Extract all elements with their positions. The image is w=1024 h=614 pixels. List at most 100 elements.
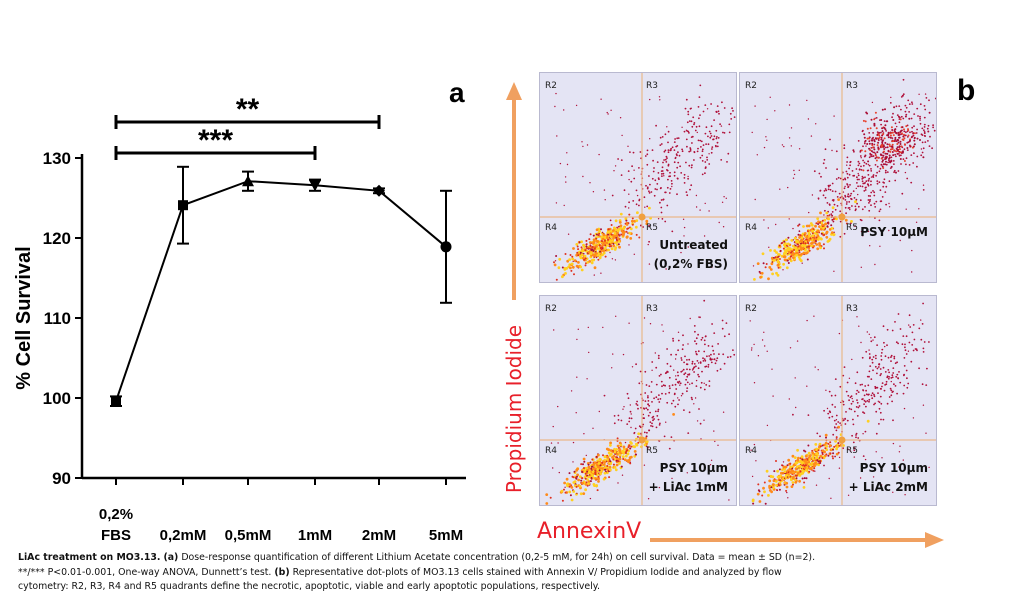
- cell-event-dot: [697, 362, 700, 364]
- quadrant-label-r5: R5: [846, 446, 858, 456]
- cell-event-dot: [765, 469, 769, 473]
- cell-event-dot: [904, 346, 906, 349]
- cell-event-dot: [618, 221, 622, 224]
- cell-event-dot: [627, 170, 630, 172]
- cell-event-dot: [873, 191, 876, 194]
- cell-event-dot: [829, 138, 831, 141]
- cell-event-dot: [892, 112, 894, 115]
- cell-event-dot: [778, 468, 781, 471]
- cell-event-dot: [788, 398, 790, 400]
- cell-event-dot: [691, 164, 693, 167]
- cell-event-dot: [751, 131, 753, 134]
- cell-event-dot: [864, 189, 867, 191]
- cell-event-dot: [864, 186, 867, 189]
- cell-event-dot: [624, 441, 627, 444]
- cell-event-dot: [873, 403, 875, 406]
- cell-event-dot: [589, 497, 592, 500]
- cell-event-dot: [839, 385, 842, 388]
- cell-event-dot: [814, 366, 816, 368]
- cell-event-dot: [916, 165, 918, 168]
- cell-event-dot: [902, 158, 905, 160]
- cell-event-dot: [916, 107, 919, 110]
- cell-event-dot: [823, 158, 826, 161]
- cell-event-dot: [582, 243, 585, 247]
- cell-event-dot: [671, 185, 673, 188]
- cell-event-dot: [652, 170, 655, 173]
- cell-event-dot: [782, 465, 786, 469]
- cell-event-dot: [646, 153, 649, 156]
- cell-event-dot: [807, 451, 811, 455]
- cell-event-dot: [681, 370, 684, 372]
- cell-event-dot: [789, 347, 792, 349]
- cell-event-dot: [771, 368, 773, 370]
- cell-event-dot: [856, 178, 859, 181]
- cell-event-dot: [696, 360, 699, 362]
- cell-event-dot: [566, 484, 569, 488]
- cell-event-dot: [617, 243, 620, 246]
- cell-event-dot: [891, 116, 893, 119]
- cell-event-dot: [929, 135, 931, 138]
- cell-event-dot: [877, 392, 879, 394]
- cell-event-dot: [603, 471, 607, 475]
- cell-event-dot: [920, 148, 923, 150]
- cell-event-dot: [592, 483, 596, 486]
- cell-event-dot: [889, 145, 891, 148]
- cell-event-dot: [894, 321, 896, 323]
- cell-event-dot: [618, 245, 621, 249]
- cell-event-dot: [708, 153, 710, 155]
- cell-event-dot: [881, 130, 884, 133]
- cell-event-dot: [898, 136, 900, 139]
- cell-event-dot: [553, 263, 557, 267]
- cell-event-dot: [595, 455, 598, 458]
- cell-event-dot: [771, 486, 775, 490]
- cell-event-dot: [928, 111, 931, 114]
- cell-event-dot: [655, 396, 658, 399]
- cell-event-dot: [563, 488, 565, 491]
- cell-event-dot: [566, 152, 568, 154]
- cell-event-dot: [816, 247, 820, 251]
- cell-event-dot: [690, 184, 693, 187]
- cell-event-dot: [767, 277, 770, 281]
- cell-event-dot: [583, 433, 585, 435]
- cell-event-dot: [889, 102, 892, 104]
- cell-event-dot: [904, 104, 907, 107]
- cell-event-dot: [915, 221, 918, 223]
- cell-event-dot: [593, 247, 596, 250]
- cell-event-dot: [778, 258, 781, 260]
- cell-event-dot: [701, 154, 704, 157]
- cell-event-dot: [873, 143, 876, 146]
- cell-event-dot: [648, 224, 650, 227]
- cell-event-dot: [728, 499, 730, 501]
- cell-event-dot: [925, 432, 927, 434]
- cell-event-dot: [907, 382, 910, 385]
- cell-event-dot: [818, 462, 821, 465]
- cell-event-dot: [809, 237, 812, 240]
- cell-event-dot: [858, 325, 860, 327]
- cell-event-dot: [710, 103, 712, 105]
- cell-event-dot: [671, 384, 674, 386]
- cell-event-dot: [692, 367, 695, 370]
- cell-event-dot: [655, 124, 657, 127]
- cell-event-dot: [607, 113, 609, 115]
- cell-event-dot: [764, 502, 767, 505]
- cell-event-dot: [924, 108, 927, 111]
- cell-event-dot: [825, 235, 829, 239]
- cell-event-dot: [608, 468, 612, 472]
- cell-event-dot: [861, 130, 864, 133]
- cell-event-dot: [898, 466, 900, 468]
- cell-event-dot: [921, 127, 924, 130]
- cell-event-dot: [648, 385, 651, 387]
- cell-event-dot: [572, 260, 574, 263]
- cell-event-dot: [868, 156, 871, 159]
- cell-event-dot: [872, 476, 875, 478]
- cell-event-dot: [676, 137, 679, 140]
- cell-event-dot: [596, 253, 600, 257]
- cell-event-dot: [728, 123, 731, 126]
- cell-event-dot: [552, 467, 554, 469]
- cell-event-dot: [803, 477, 806, 480]
- cell-event-dot: [927, 124, 930, 127]
- cell-event-dot: [577, 261, 580, 264]
- cell-event-dot: [844, 199, 847, 201]
- cell-event-dot: [862, 433, 864, 435]
- cell-event-dot: [893, 355, 896, 358]
